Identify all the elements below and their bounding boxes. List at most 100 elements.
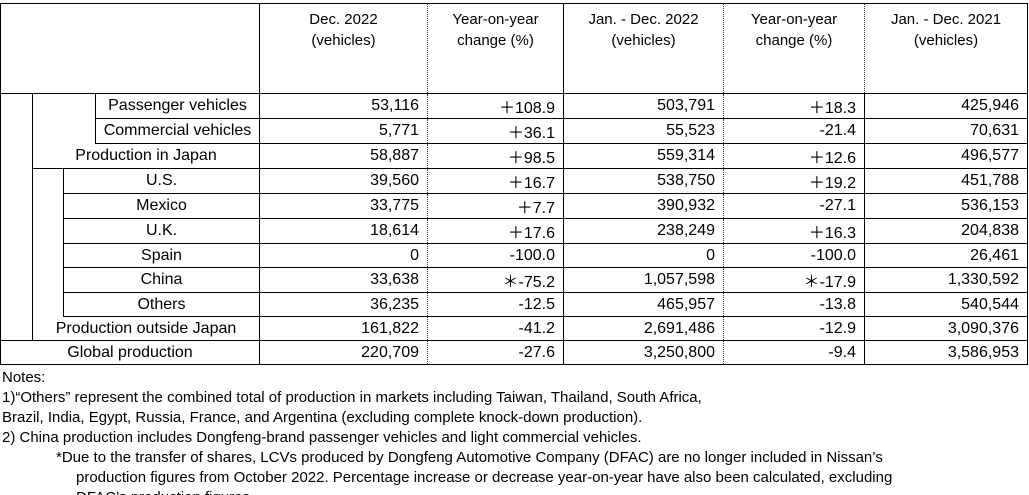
note-line: 2) China production includes Dongfeng-br…: [2, 429, 642, 446]
col-header-jan-dec-2021: Jan. - Dec. 2021 (vehicles): [864, 3, 1028, 94]
cell-jan-dec-2022: 55,523: [563, 118, 724, 144]
col-header-yoy-change-1: Year-on-year change (%): [427, 3, 564, 94]
cell-jan-dec-2022: 2,691,486: [563, 316, 724, 341]
cell-jan-dec-2021: 536,153: [864, 193, 1028, 219]
cell-yoy-1: -27.6: [427, 340, 564, 365]
row-others: Others 36,235 -12.5 465,957 -13.8 540,54…: [1, 292, 1028, 317]
cell-yoy-2: ＋19.2: [723, 168, 865, 194]
row-label: Production in Japan: [32, 143, 260, 169]
cell-jan-dec-2021: 26,461: [864, 243, 1028, 268]
notes-title: Notes:: [2, 369, 46, 386]
cell-yoy-2: -100.0: [723, 243, 865, 268]
row-label: China: [63, 267, 260, 293]
corner-cell: [0, 3, 260, 94]
cell-dec-2022: 33,638: [259, 267, 428, 293]
cell-jan-dec-2021: 496,577: [864, 143, 1028, 169]
cell-yoy-1: ＋98.5: [427, 143, 564, 169]
cell-jan-dec-2022: 1,057,598: [563, 267, 724, 293]
row-label: Spain: [63, 243, 260, 268]
row-label: Passenger vehicles: [95, 93, 260, 119]
cell-jan-dec-2022: 465,957: [563, 292, 724, 317]
col-header-jan-dec-2022: Jan. - Dec. 2022 (vehicles): [563, 3, 724, 94]
row-label: Mexico: [63, 193, 260, 219]
cell-yoy-2: -9.4: [723, 340, 865, 365]
cell-yoy-1: ＋7.7: [427, 193, 564, 219]
cell-yoy-1: -41.2: [427, 316, 564, 341]
cell-yoy-2: -13.8: [723, 292, 865, 317]
row-label: Global production: [0, 340, 260, 365]
row-label: Others: [63, 292, 260, 317]
cell-dec-2022: 18,614: [259, 218, 428, 244]
header-line: change (%): [457, 32, 534, 49]
cell-jan-dec-2022: 559,314: [563, 143, 724, 169]
cell-jan-dec-2021: 540,544: [864, 292, 1028, 317]
cell-jan-dec-2021: 3,586,953: [864, 340, 1028, 365]
row-china: China 33,638 ＊-75.2 1,057,598 ＊-17.9 1,3…: [1, 267, 1028, 293]
header-line: change (%): [755, 32, 833, 49]
cell-jan-dec-2022: 390,932: [563, 193, 724, 219]
notes-section: Notes: 1)“Others” represent the combined…: [2, 368, 1029, 495]
header-line: Jan. - Dec. 2021: [890, 11, 1002, 28]
row-production-outside-japan: Production outside Japan 161,822 -41.2 2…: [1, 316, 1028, 341]
cell-yoy-1: ＋16.7: [427, 168, 564, 194]
row-commercial-vehicles: Commercial vehicles 5,771 ＋36.1 55,523 -…: [1, 118, 1028, 144]
cell-dec-2022: 53,116: [259, 93, 428, 119]
header-line: Dec. 2022: [309, 11, 378, 28]
col-header-dec-2022: Dec. 2022 (vehicles): [259, 3, 428, 94]
cell-jan-dec-2022: 0: [563, 243, 724, 268]
row-label: Production outside Japan: [32, 316, 260, 341]
cell-dec-2022: 220,709: [259, 340, 428, 365]
row-global-production: Global production 220,709 -27.6 3,250,80…: [0, 340, 1028, 365]
cell-yoy-1: ＊-75.2: [427, 267, 564, 293]
cell-jan-dec-2022: 3,250,800: [563, 340, 724, 365]
row-passenger-vehicles: Passenger vehicles 53,116 ＋108.9 503,791…: [0, 93, 1028, 341]
cell-jan-dec-2022: 238,249: [563, 218, 724, 244]
note-asterisk-line: *Due to the transfer of shares, LCVs pro…: [56, 449, 883, 466]
cell-jan-dec-2021: 425,946: [864, 93, 1028, 119]
cell-jan-dec-2021: 204,838: [864, 218, 1028, 244]
cell-dec-2022: 58,887: [259, 143, 428, 169]
header-row: Dec. 2022 (vehicles) Year-on-year change…: [0, 3, 1028, 94]
indent-cell-japan: [32, 93, 96, 144]
indent-cell-outer: [0, 93, 33, 341]
production-table: Dec. 2022 (vehicles) Year-on-year change…: [0, 3, 1028, 365]
cell-yoy-1: -12.5: [427, 292, 564, 317]
header-line: Year-on-year: [452, 11, 539, 28]
indent-cell-overseas: [32, 168, 64, 317]
cell-jan-dec-2021: 3,090,376: [864, 316, 1028, 341]
cell-yoy-1: ＋108.9: [427, 93, 564, 119]
row-label: U.K.: [63, 218, 260, 244]
row-label: Commercial vehicles: [95, 118, 260, 144]
cell-jan-dec-2021: 451,788: [864, 168, 1028, 194]
cell-jan-dec-2022: 503,791: [563, 93, 724, 119]
cell-yoy-2: ＋16.3: [723, 218, 865, 244]
header-line: Year-on-year: [750, 11, 838, 28]
cell-yoy-2: -27.1: [723, 193, 865, 219]
cell-yoy-2: -21.4: [723, 118, 865, 144]
header-line: (vehicles): [913, 32, 979, 49]
cell-yoy-1: ＋36.1: [427, 118, 564, 144]
note-line: Brazil, India, Egypt, Russia, France, an…: [2, 409, 643, 426]
note-asterisk-line: production figures from October 2022. Pe…: [76, 469, 893, 486]
cell-yoy-2: ＋12.6: [723, 143, 865, 169]
cell-dec-2022: 36,235: [259, 292, 428, 317]
cell-jan-dec-2021: 1,330,592: [864, 267, 1028, 293]
row-mexico: Mexico 33,775 ＋7.7 390,932 -27.1 536,153: [1, 193, 1028, 219]
row-label: U.S.: [63, 168, 260, 194]
note-line: 1)“Others” represent the combined total …: [2, 389, 702, 406]
cell-dec-2022: 5,771: [259, 118, 428, 144]
row-production-in-japan: Production in Japan 58,887 ＋98.5 559,314…: [1, 143, 1028, 169]
cell-dec-2022: 0: [259, 243, 428, 268]
header-line: Jan. - Dec. 2022: [588, 11, 699, 28]
cell-jan-dec-2022: 538,750: [563, 168, 724, 194]
row-spain: Spain 0 -100.0 0 -100.0 26,461: [1, 243, 1028, 268]
cell-dec-2022: 39,560: [259, 168, 428, 194]
cell-yoy-1: -100.0: [427, 243, 564, 268]
cell-yoy-2: ＋18.3: [723, 93, 865, 119]
header-line: (vehicles): [311, 32, 376, 49]
cell-dec-2022: 33,775: [259, 193, 428, 219]
cell-yoy-2: ＊-17.9: [723, 267, 865, 293]
row-us: U.S. 39,560 ＋16.7 538,750 ＋19.2 451,788: [1, 168, 1028, 317]
header-line: (vehicles): [611, 32, 676, 49]
note-asterisk-line: DFAC’s production figures.: [2, 488, 1029, 495]
